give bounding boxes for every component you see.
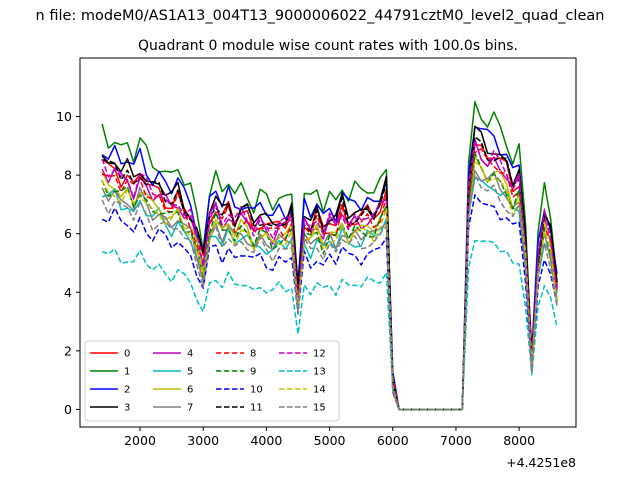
legend-label-10: 10 bbox=[250, 385, 263, 396]
y-tick-label: 10 bbox=[56, 109, 72, 124]
series-line-11 bbox=[101, 135, 558, 411]
x-offset-label: +4.4251e8 bbox=[506, 455, 576, 470]
series-line-12 bbox=[101, 139, 558, 411]
series-line-7 bbox=[101, 170, 558, 411]
plot-frame bbox=[79, 57, 577, 428]
legend-label-3: 3 bbox=[124, 403, 130, 414]
series-line-13 bbox=[101, 239, 558, 411]
legend-label-12: 12 bbox=[313, 349, 326, 360]
y-tick-label: 0 bbox=[64, 402, 72, 417]
y-axis: 0 2 4 6 8 10 bbox=[56, 109, 80, 417]
legend-label-2: 2 bbox=[124, 385, 130, 396]
legend-label-14: 14 bbox=[313, 385, 326, 396]
y-tick-label: 6 bbox=[64, 226, 72, 241]
x-tick-label: 2000 bbox=[124, 433, 156, 448]
legend-label-13: 13 bbox=[313, 367, 326, 378]
chart-title: Quadrant 0 module wise count rates with … bbox=[138, 38, 518, 54]
x-tick-label: 8000 bbox=[503, 433, 535, 448]
legend-box bbox=[84, 340, 340, 422]
legend-label-4: 4 bbox=[187, 349, 193, 360]
series-line-10 bbox=[101, 194, 558, 411]
legend-label-8: 8 bbox=[250, 349, 256, 360]
plot-lines bbox=[101, 100, 558, 411]
legend-label-1: 1 bbox=[124, 367, 130, 378]
legend-label-9: 9 bbox=[250, 367, 256, 378]
legend-label-11: 11 bbox=[250, 403, 263, 414]
x-tick-label: 3000 bbox=[187, 433, 219, 448]
x-tick-label: 7000 bbox=[440, 433, 472, 448]
x-tick-label: 4000 bbox=[250, 433, 282, 448]
legend-label-5: 5 bbox=[187, 367, 193, 378]
series-line-3 bbox=[101, 125, 558, 411]
y-tick-label: 2 bbox=[64, 343, 72, 358]
chart-suptitle: n file: modeM0/AS1A13_004T13_9000006022_… bbox=[36, 8, 605, 24]
y-tick-label: 4 bbox=[64, 285, 72, 300]
y-tick-label: 8 bbox=[64, 168, 72, 183]
series-line-1 bbox=[101, 100, 558, 411]
legend-label-7: 7 bbox=[187, 403, 193, 414]
legend-label-0: 0 bbox=[124, 349, 130, 360]
x-tick-label: 5000 bbox=[314, 433, 346, 448]
series-line-14 bbox=[101, 161, 558, 411]
x-tick-label: 6000 bbox=[377, 433, 409, 448]
legend-label-15: 15 bbox=[313, 403, 326, 414]
series-line-2 bbox=[101, 126, 558, 411]
legend-label-6: 6 bbox=[187, 385, 193, 396]
x-axis: 2000 3000 4000 5000 6000 7000 8000 bbox=[124, 427, 535, 448]
series-line-15 bbox=[101, 173, 558, 411]
